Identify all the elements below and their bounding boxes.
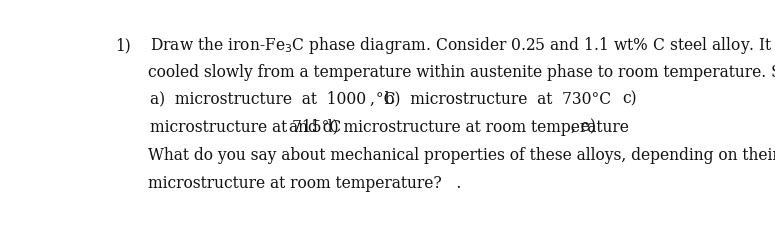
Text: a)  microstructure  at  1000  °C: a) microstructure at 1000 °C (150, 90, 395, 107)
Text: microstructure at room temperature?   .: microstructure at room temperature? . (148, 174, 461, 191)
Text: What do you say about mechanical properties of these alloys, depending on their: What do you say about mechanical propert… (148, 146, 775, 163)
Text: , e): , e) (571, 118, 596, 135)
Text: cooled slowly from a temperature within austenite phase to room temperature. Sho: cooled slowly from a temperature within … (148, 63, 775, 80)
Text: Draw the iron-Fe$_3$C phase diagram. Consider 0.25 and 1.1 wt% C steel alloy. It: Draw the iron-Fe$_3$C phase diagram. Con… (150, 35, 775, 56)
Text: microstructure at 715°C: microstructure at 715°C (150, 118, 341, 135)
Text: 1): 1) (115, 37, 131, 54)
Text: ,  b)  microstructure  at  730°C: , b) microstructure at 730°C (370, 90, 611, 107)
Text: and d) microstructure at room temperature: and d) microstructure at room temperatur… (289, 118, 629, 135)
Text: c): c) (622, 90, 637, 107)
